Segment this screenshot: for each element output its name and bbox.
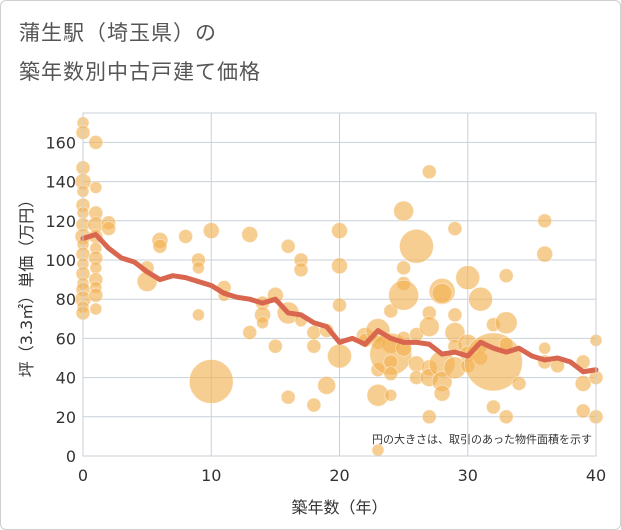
data-bubble [575,403,591,419]
y-tick-label: 60 [56,329,76,348]
data-bubble [267,338,283,354]
data-bubble [280,238,296,254]
data-bubble [494,311,518,335]
data-bubble [418,316,440,338]
chart-title-line2: 築年数別中古戸建て価格 [19,60,261,84]
data-bubble [468,286,493,312]
data-bubble [331,222,348,240]
data-bubble [152,238,168,254]
data-bubble [327,343,352,369]
data-bubble [433,384,451,402]
y-tick-labels: 0 20 40 60 80 100 120 140 160 [45,133,76,466]
data-bubble [511,376,527,391]
data-bubble [383,366,399,382]
x-tick-label: 0 [78,466,88,485]
data-bubble [536,245,554,263]
x-axis-label: 築年数（年） [291,498,387,517]
grid-lines [82,113,597,457]
trend-line [80,232,599,375]
data-bubble [89,261,103,275]
data-bubble [202,222,220,240]
data-bubble [306,325,322,340]
data-bubble [192,308,205,322]
y-tick-label: 140 [45,173,76,192]
data-bubble [306,397,322,413]
chart-title-line1: 蒲生駅（埼玉県）の [19,21,217,45]
y-tick-label: 80 [56,290,76,309]
x-tick-label: 40 [586,466,606,485]
y-tick-label: 160 [45,133,76,152]
data-bubble [101,221,117,237]
y-tick-label: 20 [56,408,76,427]
data-bubble [388,279,420,311]
data-bubble [280,389,296,405]
data-bubble [384,388,398,402]
data-bubble [317,376,337,395]
data-bubble [256,316,269,330]
data-bubble [485,399,501,415]
data-bubble [89,302,103,316]
data-bubble [431,282,453,304]
bubbles [74,116,604,457]
data-bubble [88,287,104,303]
data-bubble [332,297,347,313]
x-tick-labels: 0 10 20 30 40 [78,466,606,485]
y-axis-label: 坪（3.3㎡）単価（万円） [17,192,36,377]
x-tick-label: 30 [458,466,478,485]
data-bubble [178,229,194,244]
data-bubble [331,257,348,275]
plot-border [82,112,597,457]
data-bubble [242,325,258,340]
data-bubble [455,265,481,291]
data-bubble [447,307,463,323]
data-bubble [306,338,322,354]
y-tick-label: 0 [66,447,76,466]
data-bubble [537,213,553,229]
data-bubble [538,341,552,355]
y-tick-label: 40 [56,369,76,388]
data-bubble [293,262,309,278]
data-bubble [89,181,103,194]
data-bubble [396,260,412,276]
data-bubble [447,221,463,237]
x-tick-label: 10 [201,466,221,485]
data-bubble [188,359,234,404]
size-note: 円の大きさは、取引のあった物件面積を示す [372,432,592,446]
data-bubble [498,409,514,425]
data-bubble [393,200,415,222]
data-bubble [498,268,514,284]
data-bubble [88,134,104,150]
y-tick-label: 120 [45,212,76,231]
data-bubble [421,164,437,180]
data-bubble [192,261,205,275]
y-tick-label: 100 [45,251,76,270]
x-tick-label: 20 [329,466,349,485]
data-bubble [421,409,437,425]
data-bubble [399,228,434,264]
data-bubble [241,226,259,243]
data-bubble [574,375,592,392]
